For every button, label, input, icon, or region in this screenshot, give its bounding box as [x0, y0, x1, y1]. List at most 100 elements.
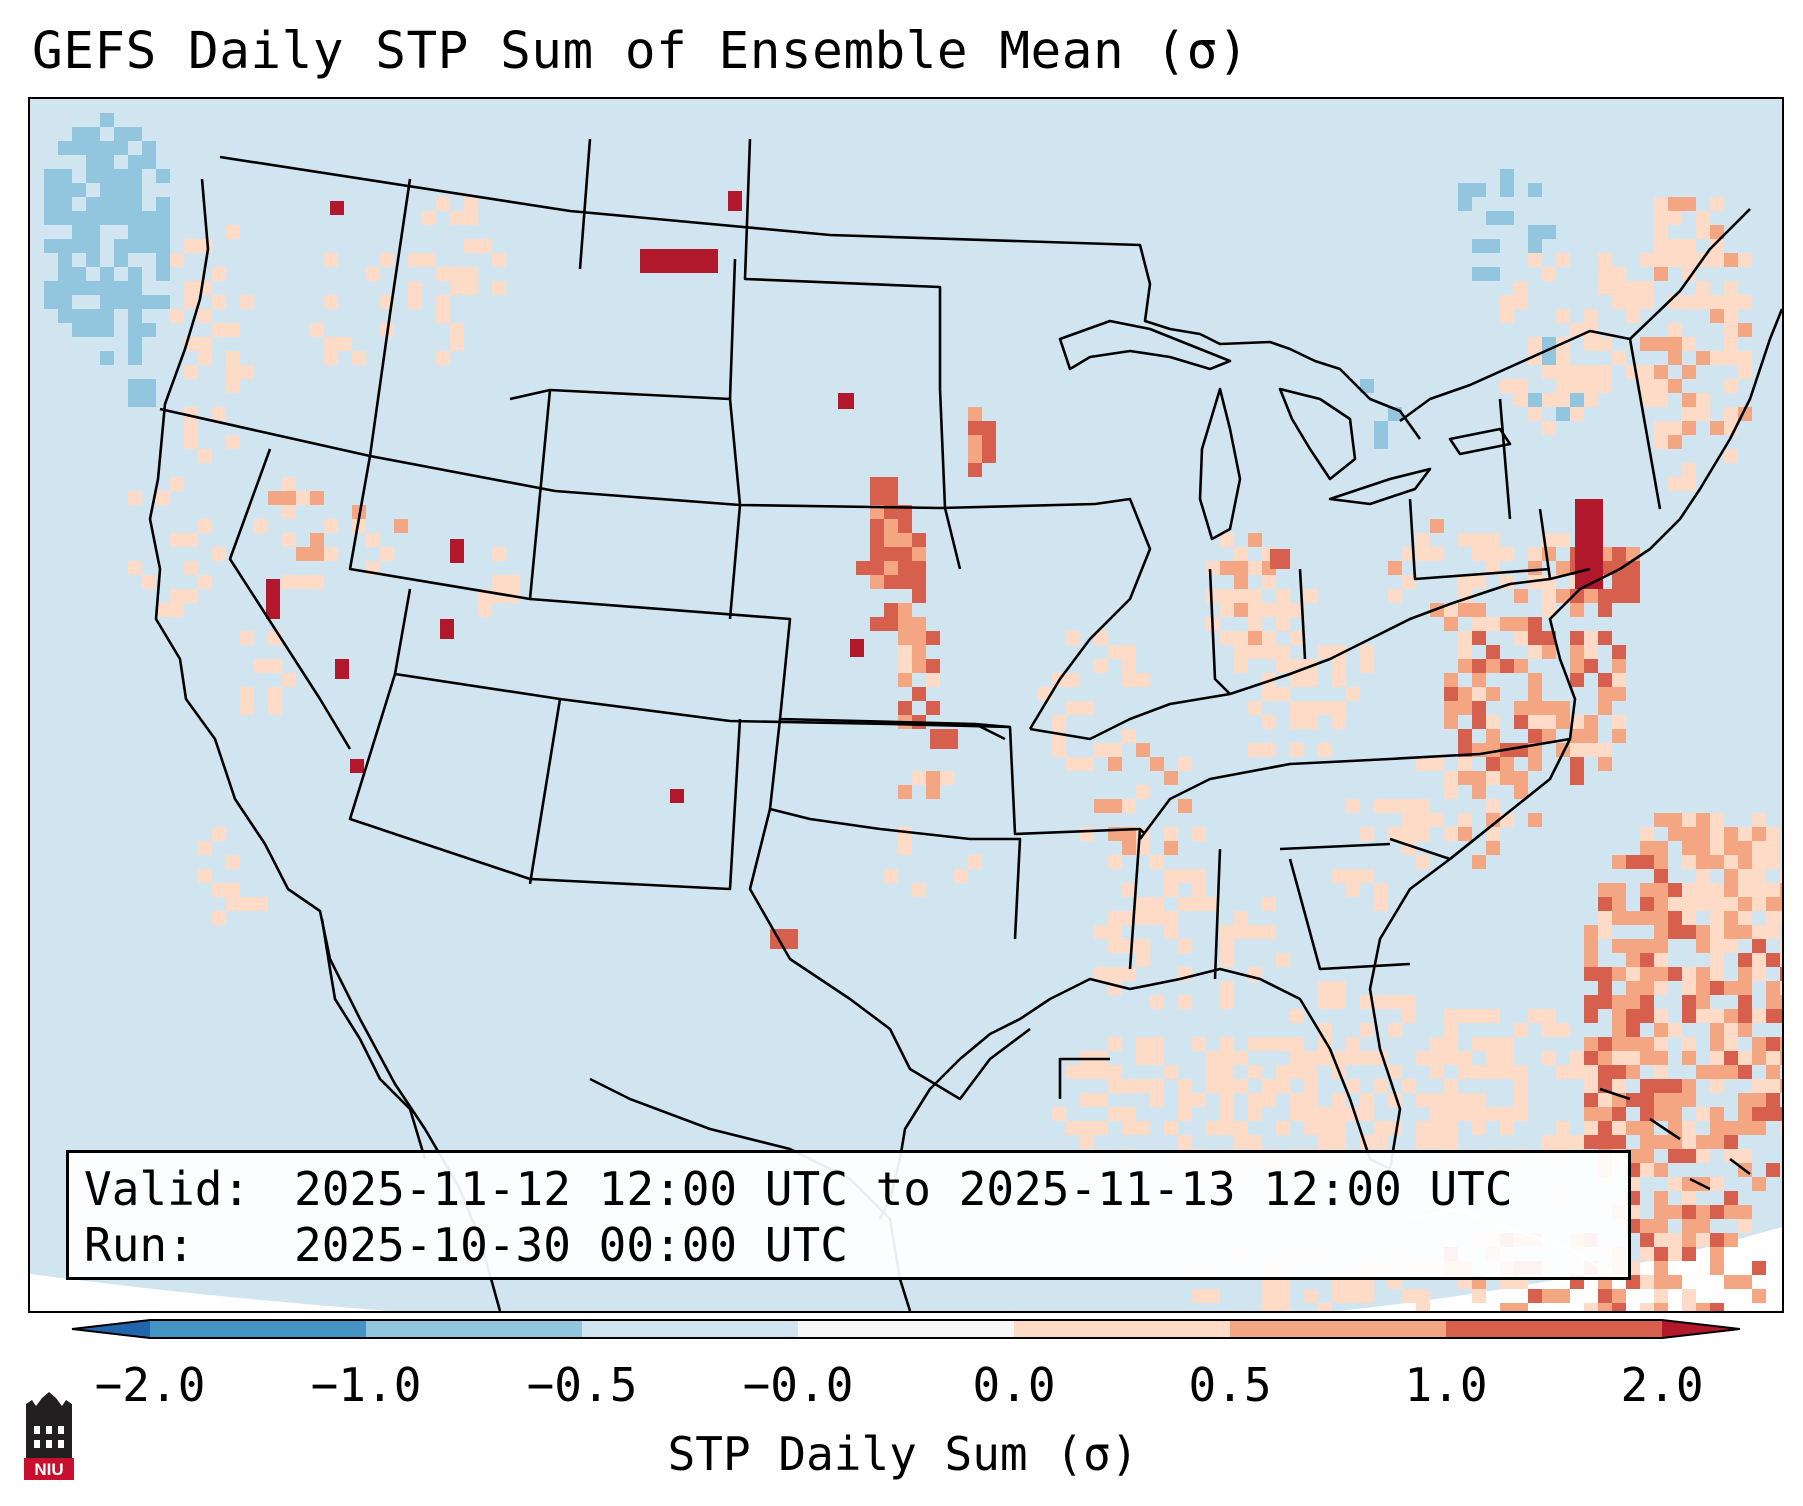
anomaly-cell	[1472, 267, 1486, 281]
anomaly-cell	[1668, 1275, 1682, 1289]
anomaly-cell	[1738, 323, 1752, 337]
anomaly-cell	[1248, 1135, 1262, 1149]
anomaly-cell	[926, 673, 940, 687]
anomaly-cell	[1402, 1009, 1416, 1023]
anomaly-cell	[1276, 1037, 1290, 1051]
anomaly-cell	[1696, 813, 1710, 827]
anomaly-cell	[1458, 645, 1472, 659]
anomaly-cell	[1570, 1051, 1584, 1065]
anomaly-cell	[1668, 1079, 1682, 1093]
anomaly-cell	[1164, 827, 1178, 841]
anomaly-cell	[282, 505, 296, 519]
anomaly-cell	[436, 295, 450, 309]
anomaly-cell	[1598, 1121, 1612, 1135]
anomaly-cell	[1724, 869, 1738, 883]
anomaly-cell	[86, 323, 100, 337]
anomaly-cell	[1444, 1107, 1458, 1121]
anomaly-cell	[1738, 925, 1752, 939]
anomaly-cell	[1710, 1177, 1724, 1191]
anomaly-cell	[1388, 799, 1402, 813]
anomaly-cell	[100, 113, 114, 127]
anomaly-cell	[212, 267, 226, 281]
anomaly-cell	[1374, 799, 1388, 813]
anomaly-cell	[1220, 1065, 1234, 1079]
anomaly-cell	[1682, 1303, 1696, 1311]
anomaly-cell	[1514, 659, 1528, 673]
anomaly-cell	[1528, 701, 1542, 715]
anomaly-cell	[1654, 1023, 1668, 1037]
anomaly-cell	[1122, 967, 1136, 981]
anomaly-cell	[1738, 295, 1752, 309]
anomaly-cell	[1444, 1093, 1458, 1107]
anomaly-cell	[1584, 925, 1598, 939]
anomaly-cell	[330, 201, 344, 215]
anomaly-cell	[1766, 897, 1780, 911]
anomaly-cell	[1458, 631, 1472, 645]
anomaly-cell	[1710, 295, 1724, 309]
anomaly-cell	[670, 789, 684, 803]
anomaly-cell	[1682, 1177, 1696, 1191]
map-panel[interactable]	[28, 97, 1784, 1313]
anomaly-cell	[1248, 925, 1262, 939]
anomaly-cell	[184, 561, 198, 575]
anomaly-cell	[1682, 253, 1696, 267]
anomaly-cell	[1654, 1219, 1668, 1233]
anomaly-cell	[1584, 1121, 1598, 1135]
anomaly-cell	[114, 141, 128, 155]
anomaly-cell	[58, 169, 72, 183]
anomaly-cell	[1668, 1177, 1682, 1191]
colorbar-segments	[71, 1319, 1740, 1339]
anomaly-cell	[1150, 1037, 1164, 1051]
anomaly-cell	[1262, 1037, 1276, 1051]
anomaly-cell	[86, 141, 100, 155]
anomaly-cell	[1640, 337, 1654, 351]
anomaly-cell	[44, 295, 58, 309]
anomaly-cell	[1290, 1093, 1304, 1107]
anomaly-cell	[1668, 1247, 1682, 1261]
anomaly-cell	[1598, 897, 1612, 911]
anomaly-cell	[982, 449, 996, 463]
anomaly-cell	[1150, 1051, 1164, 1065]
anomaly-cell	[1276, 1303, 1290, 1311]
anomaly-cell	[1262, 603, 1276, 617]
anomaly-cell	[324, 351, 338, 365]
anomaly-cell	[128, 169, 142, 183]
anomaly-cell	[870, 505, 884, 519]
anomaly-cell	[1584, 631, 1598, 645]
anomaly-cell	[1640, 953, 1654, 967]
anomaly-cell	[1276, 1121, 1290, 1135]
state-line	[1029, 577, 1551, 741]
anomaly-cell	[1416, 757, 1430, 771]
map-canvas[interactable]	[30, 99, 1782, 1311]
anomaly-cell	[1752, 841, 1766, 855]
anomaly-cell	[1416, 1093, 1430, 1107]
anomaly-cell	[1682, 1079, 1696, 1093]
anomaly-cell	[1066, 1065, 1080, 1079]
anomaly-cell	[1248, 1037, 1262, 1051]
colorbar-label: STP Daily Sum (σ)	[667, 1427, 1139, 1481]
anomaly-cell	[1444, 673, 1458, 687]
anomaly-cell	[1458, 533, 1472, 547]
anomaly-cell	[1724, 1149, 1738, 1163]
anomaly-cell	[1626, 1065, 1640, 1079]
anomaly-cell	[912, 617, 926, 631]
anomaly-cell	[1430, 1065, 1444, 1079]
anomaly-cell	[1262, 575, 1276, 589]
anomaly-cell	[1556, 589, 1570, 603]
anomaly-cell	[1724, 337, 1738, 351]
anomaly-cell	[1626, 1051, 1640, 1065]
anomaly-cell	[1724, 351, 1738, 365]
anomaly-cell	[226, 855, 240, 869]
anomaly-cell	[1752, 1051, 1766, 1065]
anomaly-cell	[338, 337, 352, 351]
state-line	[974, 722, 1146, 836]
anomaly-cell	[422, 211, 436, 225]
anomaly-cell	[1654, 1191, 1668, 1205]
anomaly-cell	[1486, 1009, 1500, 1023]
anomaly-cell	[198, 869, 212, 883]
anomaly-cell	[1500, 1107, 1514, 1121]
anomaly-cell	[1318, 1051, 1332, 1065]
anomaly-cell	[1234, 631, 1248, 645]
anomaly-cell	[870, 575, 884, 589]
anomaly-cell	[170, 589, 184, 603]
